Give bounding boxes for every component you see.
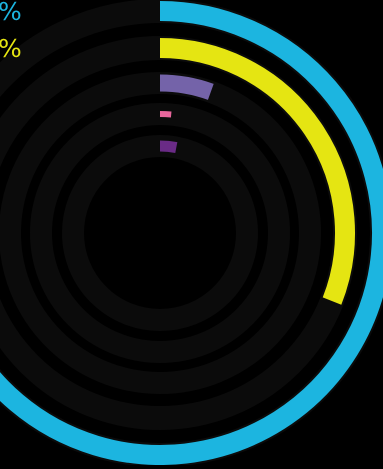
value-label-ring-1: % (0, 0, 22, 26)
ring-bar-2 (159, 38, 355, 305)
value-labels: % % (0, 0, 22, 63)
ring-bar-3 (159, 74, 214, 100)
ring-track-3 (0, 72, 321, 394)
value-label-ring-2: % (0, 34, 22, 63)
ring-bar-5 (159, 140, 178, 153)
ring-track-5 (62, 135, 258, 331)
ring-bar-4 (159, 111, 172, 118)
